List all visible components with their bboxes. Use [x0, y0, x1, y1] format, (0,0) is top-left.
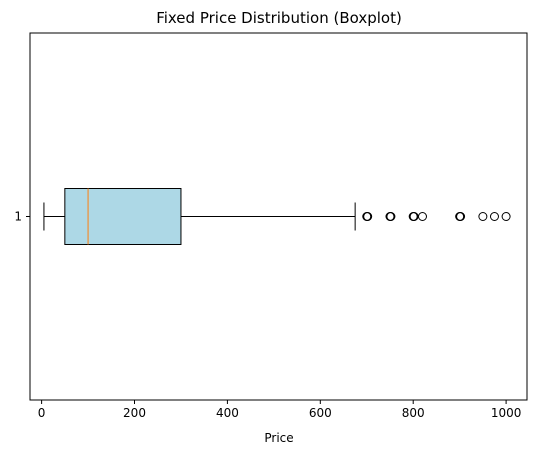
y-tick-label: 1 — [14, 210, 22, 224]
outlier-point — [417, 212, 427, 221]
x-tick-label: 0 — [38, 406, 46, 420]
outlier-point — [478, 212, 488, 221]
x-tick-label: 800 — [402, 406, 425, 420]
outlier-point — [456, 212, 466, 221]
x-tick-label: 200 — [123, 406, 146, 420]
y-axis-ticks: 1 — [14, 210, 30, 224]
outlier-point — [363, 212, 373, 221]
iqr-box — [64, 188, 182, 245]
x-tick-label: 600 — [309, 406, 332, 420]
x-tick-label: 400 — [216, 406, 239, 420]
x-axis-label: Price — [264, 431, 293, 445]
boxes-layer — [43, 188, 511, 245]
outlier-point — [501, 212, 511, 221]
chart-title: Fixed Price Distribution (Boxplot) — [156, 9, 402, 27]
x-axis-ticks: 0 200 400 600 800 1000 — [38, 400, 522, 420]
outlier-point — [386, 212, 396, 221]
outlier-point — [489, 212, 499, 221]
x-tick-label: 1000 — [491, 406, 522, 420]
